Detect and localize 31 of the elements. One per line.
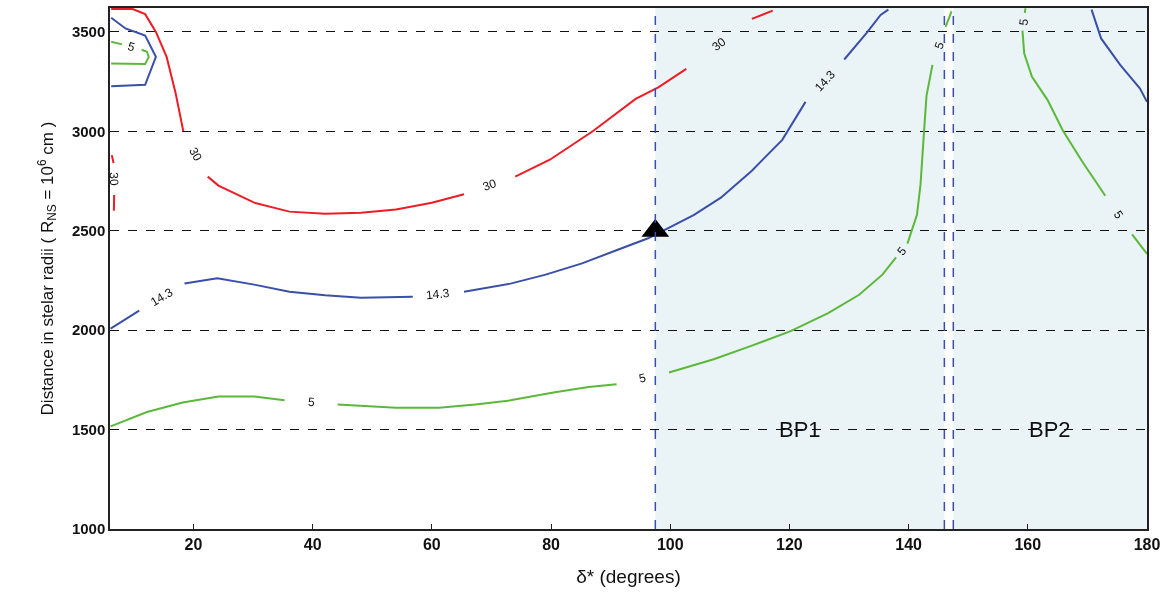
x-tick-label: 100 bbox=[656, 535, 684, 553]
x-tick-label: 140 bbox=[895, 535, 923, 553]
y-tick-label: 2000 bbox=[71, 321, 106, 339]
x-tick-label: 80 bbox=[542, 535, 561, 553]
x-axis-title: δ* (degrees) bbox=[576, 566, 681, 588]
x-tick-label: 160 bbox=[1014, 535, 1042, 553]
line-series bbox=[1090, 8, 1147, 103]
x-tick-label: 40 bbox=[303, 535, 322, 553]
x-tick-label: 60 bbox=[422, 535, 441, 553]
text: 30 bbox=[106, 172, 122, 186]
text: 14.3 bbox=[425, 285, 450, 303]
text: 30 bbox=[709, 34, 729, 54]
text: 30 bbox=[480, 176, 499, 194]
text: 5 bbox=[307, 394, 316, 410]
text: 14.3 bbox=[148, 284, 176, 310]
x-tick-label: 120 bbox=[776, 535, 803, 553]
text: 5 bbox=[894, 243, 910, 259]
y-tick-label: 2500 bbox=[71, 221, 106, 239]
line-series bbox=[110, 16, 157, 88]
x-tick-label: 180 bbox=[1133, 535, 1161, 553]
x-tick-label: 20 bbox=[184, 535, 203, 553]
text: 30 bbox=[186, 144, 205, 164]
y-tick-label: 1500 bbox=[71, 420, 106, 438]
y-tick-label: 3500 bbox=[71, 23, 106, 41]
text: 5 bbox=[1016, 17, 1032, 27]
text: 5 bbox=[126, 39, 137, 55]
text: 5 bbox=[931, 40, 947, 52]
y-tick-label: 3000 bbox=[71, 122, 106, 140]
text: 5 bbox=[1110, 207, 1127, 222]
text: 5 bbox=[637, 370, 648, 386]
y-tick-label: 1000 bbox=[71, 520, 106, 538]
